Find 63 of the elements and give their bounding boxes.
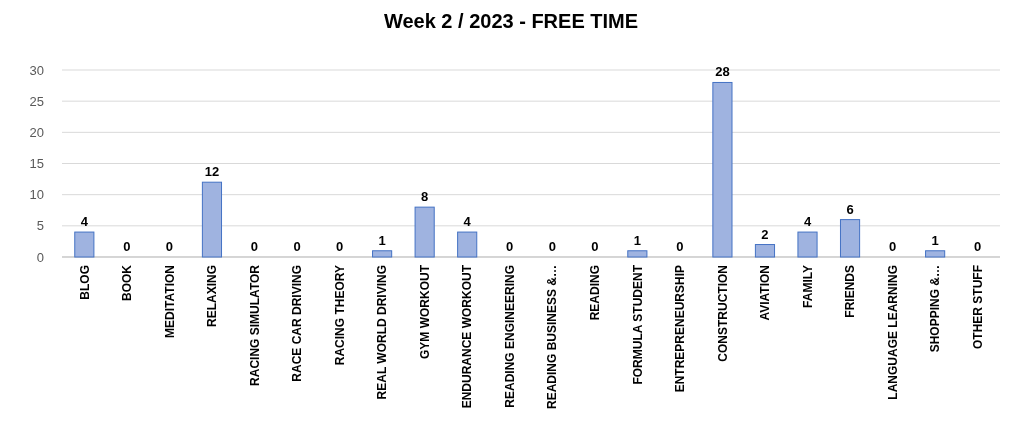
x-tick-label: ENDURANCE WORKOUT bbox=[460, 264, 475, 409]
data-label: 2 bbox=[761, 226, 769, 242]
x-tick-label: BOOK bbox=[120, 264, 135, 301]
x-tick-label: READING ENGINEERING bbox=[502, 265, 517, 408]
bar bbox=[74, 231, 95, 258]
data-label: 28 bbox=[715, 64, 730, 80]
y-tick-label: 5 bbox=[36, 218, 44, 234]
x-tick-label: RELAXING bbox=[205, 265, 220, 328]
x-tick-label: AVIATION bbox=[758, 265, 773, 321]
data-label: 6 bbox=[846, 201, 854, 217]
data-label: 1 bbox=[931, 232, 939, 248]
bar bbox=[457, 231, 478, 258]
y-tick-label: 20 bbox=[29, 124, 44, 140]
x-tick-label: LANGUAGE LEARNING bbox=[885, 265, 900, 400]
x-tick-label: FRIENDS bbox=[843, 265, 858, 318]
data-label: 12 bbox=[204, 164, 220, 180]
bar bbox=[754, 244, 776, 258]
data-label: 0 bbox=[123, 239, 131, 254]
bar bbox=[201, 181, 223, 258]
x-tick-label: SHOPPING &… bbox=[928, 265, 943, 353]
bar bbox=[372, 250, 393, 258]
x-tick-label: MEDITATION bbox=[162, 265, 177, 338]
x-tick-label: RACING SIMULATOR bbox=[247, 264, 262, 386]
data-label: 0 bbox=[335, 239, 344, 254]
bar bbox=[839, 219, 861, 258]
data-label: 1 bbox=[378, 232, 386, 248]
data-label: 4 bbox=[463, 214, 472, 230]
x-tick-label: BLOG bbox=[77, 265, 92, 300]
data-label: 0 bbox=[250, 239, 259, 254]
x-tick-label: REAL WORLD DRIVING bbox=[375, 265, 390, 400]
data-label: 8 bbox=[421, 189, 429, 205]
data-label: 0 bbox=[293, 239, 301, 254]
bar bbox=[627, 250, 648, 258]
data-label: 0 bbox=[506, 239, 514, 254]
x-tick-label: RACING THEORY bbox=[332, 265, 347, 366]
data-label: 0 bbox=[676, 239, 684, 254]
x-tick-label: FAMILY bbox=[800, 265, 815, 308]
data-label: 0 bbox=[974, 239, 982, 254]
x-tick-label: OTHER STUFF bbox=[970, 265, 985, 349]
bar bbox=[712, 81, 733, 258]
x-tick-label: GYM WORKOUT bbox=[417, 264, 432, 359]
bar bbox=[797, 231, 818, 258]
data-label: 0 bbox=[165, 239, 174, 254]
y-tick-label: 30 bbox=[29, 62, 44, 78]
data-label: 4 bbox=[803, 214, 812, 230]
x-tick-label: FORMULA STUDENT bbox=[630, 264, 645, 385]
x-tick-label: ENTREPRENEURSHIP bbox=[673, 265, 688, 393]
y-tick-label: 25 bbox=[29, 93, 44, 109]
y-tick-label: 10 bbox=[29, 187, 44, 203]
x-tick-label: READING bbox=[588, 265, 603, 321]
bar bbox=[414, 206, 435, 258]
y-tick-label: 15 bbox=[29, 156, 44, 172]
data-label: 0 bbox=[888, 239, 897, 254]
data-label: 0 bbox=[591, 239, 599, 254]
x-tick-label: RACE CAR DRIVING bbox=[290, 265, 305, 382]
data-label: 1 bbox=[633, 232, 641, 248]
y-tick-label: 0 bbox=[36, 249, 44, 265]
data-label: 4 bbox=[80, 214, 89, 230]
x-tick-label: CONSTRUCTION bbox=[715, 265, 730, 362]
x-tick-label: READING BUSINESS &… bbox=[545, 265, 560, 410]
data-label: 0 bbox=[548, 239, 556, 254]
bar bbox=[925, 250, 946, 258]
chart-title: Week 2 / 2023 - FREE TIME bbox=[383, 10, 639, 32]
